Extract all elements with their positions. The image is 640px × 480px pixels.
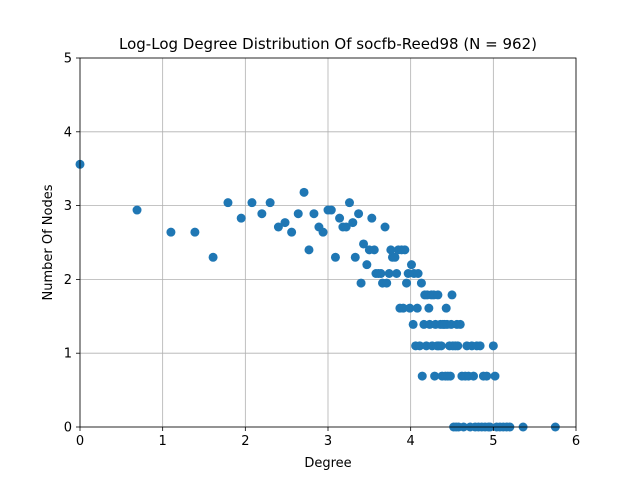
- data-point: [335, 213, 345, 223]
- data-point: [417, 371, 427, 381]
- y-tick-label: 4: [64, 125, 72, 140]
- y-axis-ticks: 0 1 2 3 4 5: [64, 52, 80, 436]
- y-tick-label: 2: [64, 273, 72, 288]
- data-point: [482, 371, 492, 381]
- data-point: [406, 260, 416, 270]
- data-point: [424, 303, 434, 313]
- data-point: [382, 278, 392, 288]
- y-tick-label: 5: [64, 52, 72, 67]
- x-tick-label: 4: [407, 434, 415, 449]
- x-axis-label: Degree: [304, 456, 351, 471]
- data-point: [416, 278, 426, 288]
- data-point: [386, 245, 396, 255]
- data-point: [356, 278, 366, 288]
- data-point: [299, 187, 309, 197]
- data-point: [445, 371, 455, 381]
- y-tick-label: 1: [64, 347, 72, 362]
- data-point: [273, 222, 283, 232]
- data-point: [490, 371, 500, 381]
- data-point: [408, 319, 418, 329]
- data-point: [190, 227, 200, 237]
- data-point: [390, 252, 400, 262]
- data-point: [359, 239, 369, 249]
- data-point: [280, 218, 290, 228]
- data-point: [132, 205, 142, 215]
- scatter-points: [75, 159, 560, 432]
- data-point: [166, 227, 176, 237]
- data-point: [413, 268, 423, 278]
- data-point: [455, 319, 465, 329]
- data-point: [384, 268, 394, 278]
- data-point: [436, 341, 446, 351]
- data-point: [468, 371, 478, 381]
- data-point: [326, 205, 336, 215]
- data-point: [367, 213, 377, 223]
- x-axis-ticks: 0 1 2 3 4 5 6: [76, 427, 580, 449]
- data-point: [287, 227, 297, 237]
- data-point: [265, 198, 275, 208]
- data-point: [348, 218, 358, 228]
- data-point: [247, 198, 257, 208]
- data-point: [380, 222, 390, 232]
- data-point: [208, 252, 218, 262]
- x-tick-label: 2: [241, 434, 249, 449]
- x-tick-label: 1: [159, 434, 167, 449]
- x-tick-label: 3: [324, 434, 332, 449]
- data-point: [412, 303, 422, 313]
- data-point: [488, 341, 498, 351]
- data-point: [398, 303, 408, 313]
- data-point: [447, 290, 457, 300]
- data-point: [453, 341, 463, 351]
- data-point: [362, 260, 372, 270]
- data-point: [369, 245, 379, 255]
- data-point: [400, 245, 410, 255]
- x-tick-label: 5: [489, 434, 497, 449]
- data-point: [376, 268, 386, 278]
- chart-title: Log-Log Degree Distribution Of socfb-Ree…: [119, 35, 537, 53]
- data-point: [309, 209, 319, 219]
- data-point: [415, 341, 425, 351]
- data-point: [441, 303, 451, 313]
- data-point: [293, 209, 303, 219]
- data-point: [318, 227, 328, 237]
- data-point: [350, 252, 360, 262]
- data-point: [236, 213, 246, 223]
- data-point: [430, 371, 440, 381]
- data-point: [344, 198, 354, 208]
- data-point: [257, 209, 267, 219]
- data-point: [330, 252, 340, 262]
- data-point: [223, 198, 233, 208]
- x-tick-label: 6: [572, 434, 580, 449]
- data-point: [402, 278, 412, 288]
- y-axis-label: Number Of Nodes: [41, 184, 56, 300]
- data-point: [405, 303, 415, 313]
- y-tick-label: 0: [64, 421, 72, 436]
- x-tick-label: 0: [76, 434, 84, 449]
- data-point: [433, 290, 443, 300]
- data-point: [341, 222, 351, 232]
- data-point: [304, 245, 314, 255]
- y-tick-label: 3: [64, 199, 72, 214]
- data-point: [475, 341, 485, 351]
- data-point: [392, 268, 402, 278]
- data-point: [354, 209, 364, 219]
